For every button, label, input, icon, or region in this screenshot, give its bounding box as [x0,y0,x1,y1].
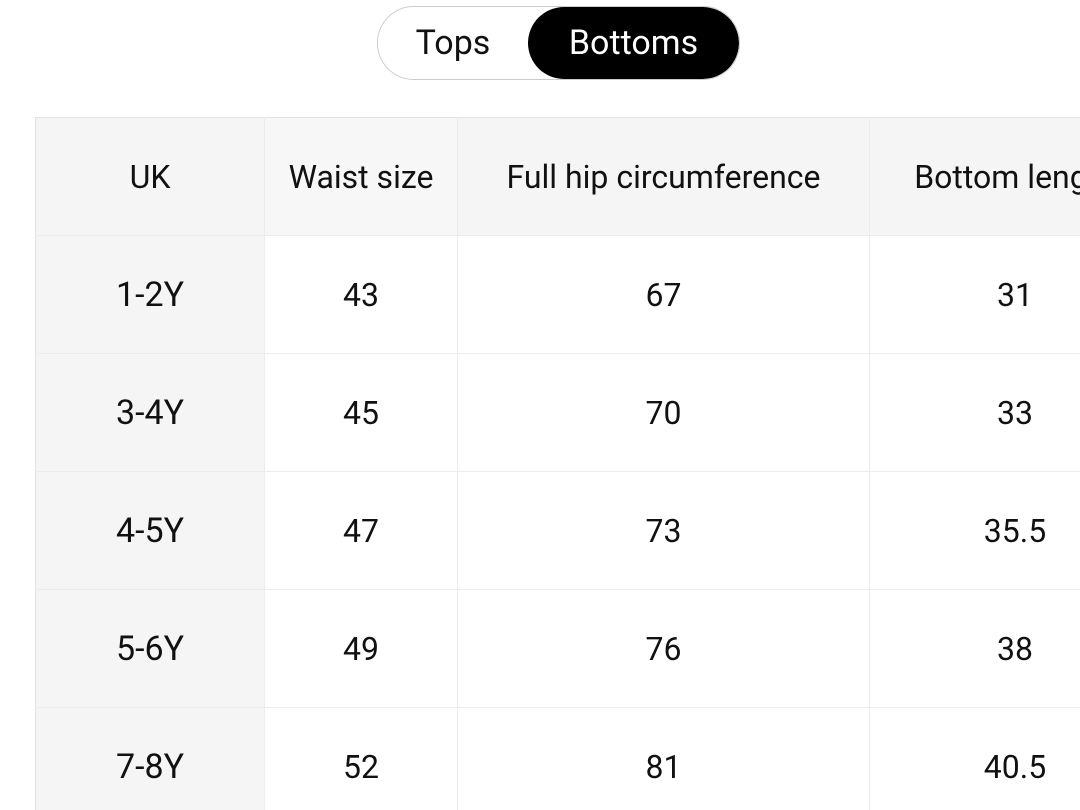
tab[interactable]: Tops [378,7,528,79]
table-row: 7-8Y 52 81 40.5 [35,707,1080,810]
size-table-container: UK Waist size Full hip circumference Bottom… [35,117,1080,810]
measurement: 67 [457,235,870,354]
size-label: 4-5Y [35,471,265,590]
header-row: UK Waist size Full hip circumference Bottom… [35,117,1080,236]
measurement: 76 [457,589,870,708]
table-row: 1-2Y 43 67 31 [35,235,1080,354]
tab[interactable]: Bottoms [528,7,739,79]
table-row: 4-5Y 47 73 35.5 [35,471,1080,590]
measurement: 35.5 [869,471,1080,590]
table-row: 3-4Y 45 70 33 [35,353,1080,472]
measurement: 38 [869,589,1080,708]
size-label: 1-2Y [35,235,265,354]
size-table: UK Waist size Full hip circumference Bottom… [35,117,1080,810]
measurement: 40.5 [869,707,1080,810]
column-header: Full hip circumference [457,117,870,236]
table-row: 5-6Y 49 76 38 [35,589,1080,708]
measurement: 31 [869,235,1080,354]
measurement: 33 [869,353,1080,472]
column-header: UK [35,117,265,236]
size-label: 5-6Y [35,589,265,708]
measurement: 52 [264,707,458,810]
column-header: Bottom length [869,117,1080,236]
column-header: Waist size [264,117,458,236]
size-label: 3-4Y [35,353,265,472]
measurement: 81 [457,707,870,810]
size-label: 7-8Y [35,707,265,810]
measurement: 49 [264,589,458,708]
measurement: 73 [457,471,870,590]
measurement: 47 [264,471,458,590]
measurement: 43 [264,235,458,354]
measurement: 70 [457,353,870,472]
measurement: 45 [264,353,458,472]
tab-switcher: Tops Bottoms [377,6,740,80]
table-body: 1-2Y 43 67 31 3-4Y 45 70 33 4-5Y 47 73 35.5 5-6Y 49 76… [35,235,1080,810]
